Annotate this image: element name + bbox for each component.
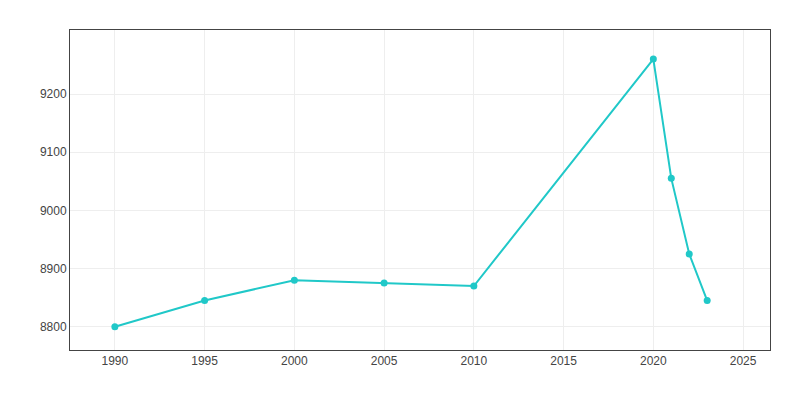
svg-text:8900: 8900 <box>40 262 67 276</box>
svg-text:1990: 1990 <box>102 354 129 368</box>
svg-text:2020: 2020 <box>640 354 667 368</box>
svg-text:8800: 8800 <box>40 320 67 334</box>
svg-text:9000: 9000 <box>40 204 67 218</box>
svg-text:2010: 2010 <box>460 354 487 368</box>
svg-text:2000: 2000 <box>281 354 308 368</box>
svg-text:9200: 9200 <box>40 87 67 101</box>
svg-text:2025: 2025 <box>730 354 757 368</box>
svg-text:1995: 1995 <box>191 354 218 368</box>
svg-text:2005: 2005 <box>371 354 398 368</box>
svg-text:9100: 9100 <box>40 145 67 159</box>
svg-text:2015: 2015 <box>550 354 577 368</box>
